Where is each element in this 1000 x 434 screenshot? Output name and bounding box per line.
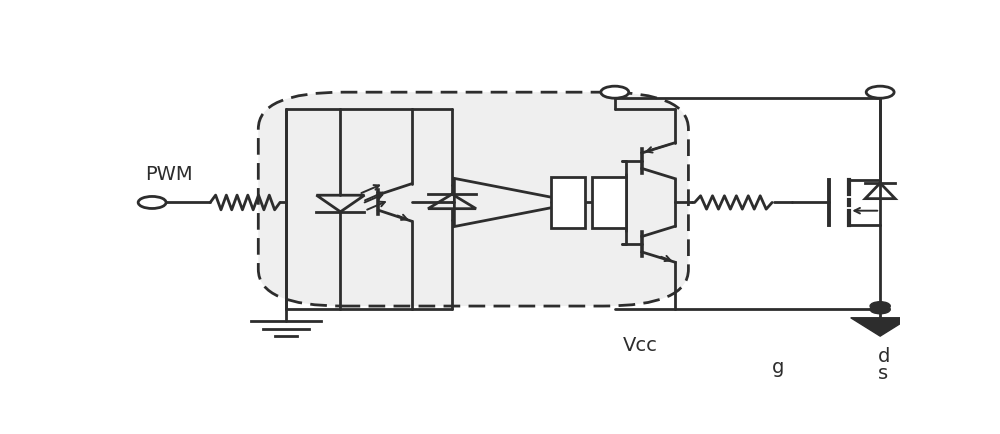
- Circle shape: [138, 197, 166, 208]
- Polygon shape: [851, 318, 910, 336]
- Text: PWM: PWM: [145, 165, 193, 184]
- Text: Vcc: Vcc: [623, 336, 657, 355]
- Bar: [551, 177, 585, 228]
- Circle shape: [870, 302, 890, 310]
- Bar: [592, 177, 626, 228]
- FancyBboxPatch shape: [258, 92, 688, 306]
- Circle shape: [866, 86, 894, 98]
- Circle shape: [601, 86, 629, 98]
- Text: g: g: [772, 358, 784, 377]
- Text: s: s: [878, 364, 888, 383]
- Circle shape: [870, 305, 890, 314]
- Text: d: d: [878, 347, 891, 366]
